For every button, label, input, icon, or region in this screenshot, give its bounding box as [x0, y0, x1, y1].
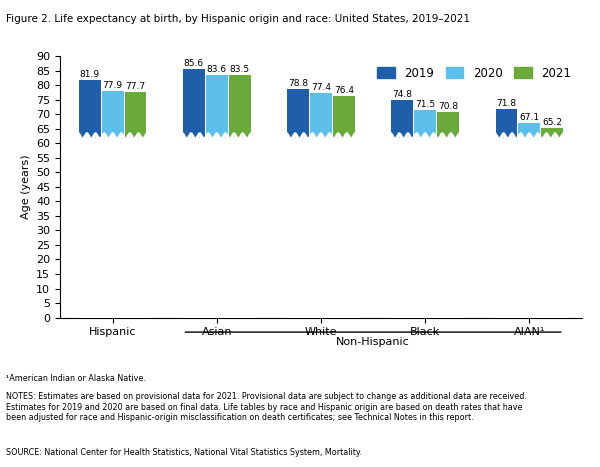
Legend: 2019, 2020, 2021: 2019, 2020, 2021	[372, 62, 576, 85]
Bar	[518, 122, 540, 318]
Bar	[496, 109, 517, 318]
Bar	[206, 75, 228, 318]
Bar	[437, 112, 459, 318]
Bar	[76, 138, 149, 318]
Bar	[79, 79, 101, 318]
Text: 83.6: 83.6	[207, 65, 227, 74]
Text: 71.5: 71.5	[415, 100, 435, 109]
Text: 76.4: 76.4	[334, 85, 354, 95]
Text: 70.8: 70.8	[438, 102, 458, 111]
Bar	[180, 138, 254, 318]
Text: 83.5: 83.5	[230, 65, 250, 74]
Bar	[391, 100, 413, 318]
Bar	[333, 96, 355, 318]
Text: 67.1: 67.1	[519, 113, 539, 122]
Text: 85.6: 85.6	[184, 59, 204, 68]
Bar	[125, 92, 146, 318]
Text: Figure 2. Life expectancy at birth, by Hispanic origin and race: United States, : Figure 2. Life expectancy at birth, by H…	[6, 14, 470, 24]
Text: 77.9: 77.9	[103, 81, 123, 90]
Bar	[493, 138, 566, 318]
Text: 74.8: 74.8	[392, 90, 412, 99]
Bar	[388, 138, 462, 318]
Bar	[414, 110, 436, 318]
Text: 77.4: 77.4	[311, 83, 331, 92]
Bar	[183, 69, 205, 318]
Bar	[102, 91, 124, 318]
Bar	[541, 128, 563, 318]
Y-axis label: Age (years): Age (years)	[20, 155, 31, 219]
Bar	[229, 75, 251, 318]
Text: 77.7: 77.7	[125, 82, 146, 91]
Text: SOURCE: National Center for Health Statistics, National Vital Statistics System,: SOURCE: National Center for Health Stati…	[6, 448, 362, 457]
Text: 81.9: 81.9	[80, 70, 100, 79]
Text: 65.2: 65.2	[542, 118, 562, 127]
Bar	[287, 89, 309, 318]
Bar	[284, 138, 358, 318]
Text: 71.8: 71.8	[496, 99, 517, 108]
Text: 78.8: 78.8	[288, 79, 308, 88]
Text: NOTES: Estimates are based on provisional data for 2021. Provisional data are su: NOTES: Estimates are based on provisiona…	[6, 392, 527, 422]
Text: ¹American Indian or Alaska Native.: ¹American Indian or Alaska Native.	[6, 374, 146, 382]
Text: Non-Hispanic: Non-Hispanic	[336, 337, 410, 347]
Bar	[310, 92, 332, 318]
